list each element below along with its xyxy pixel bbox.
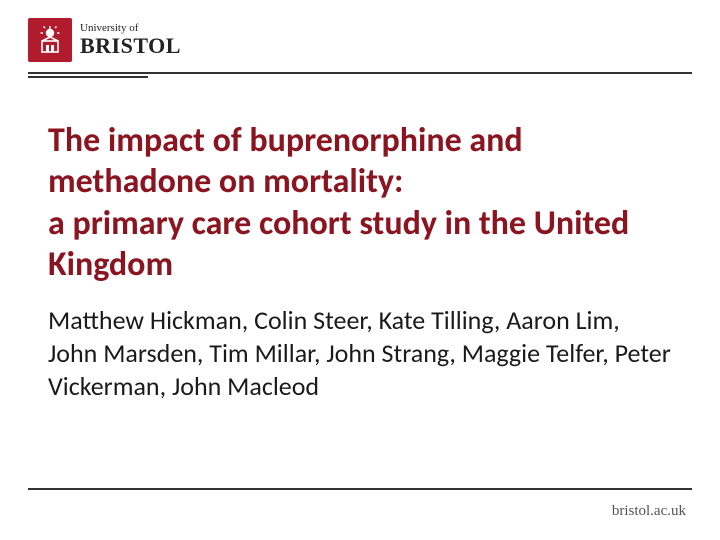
slide: University of BRISTOL The impact of bupr… <box>0 0 720 540</box>
content: The impact of buprenorphine and methadon… <box>28 78 692 404</box>
header-divider <box>28 72 692 74</box>
university-text: University of BRISTOL <box>80 23 181 58</box>
university-name: BRISTOL <box>80 34 181 57</box>
university-logo: University of BRISTOL <box>28 18 181 62</box>
footer-url: bristol.ac.uk <box>612 503 686 520</box>
crest-icon <box>28 18 72 62</box>
authors: Matthew Hickman, Colin Steer, Kate Tilli… <box>48 304 672 404</box>
slide-title: The impact of buprenorphine and methadon… <box>48 120 672 286</box>
header: University of BRISTOL <box>28 18 692 62</box>
footer-divider <box>28 488 692 490</box>
